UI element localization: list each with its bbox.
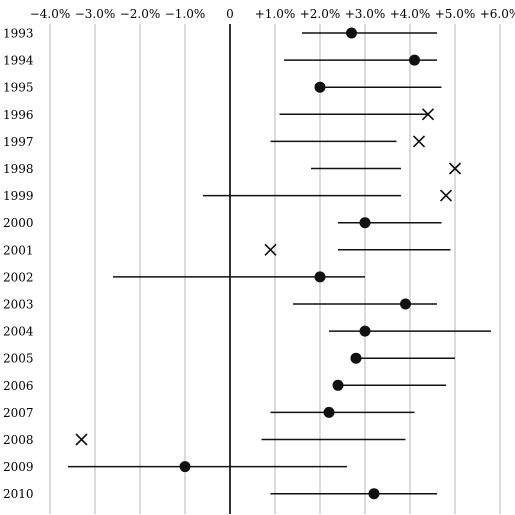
year-label: 1999 — [3, 189, 34, 203]
year-labels: 1993 1994 1995 1996 1997 1998 1999 2000 2001 2002… — [3, 27, 34, 502]
estimate-cross — [75, 433, 88, 446]
x-tick-label: 0 — [226, 7, 234, 21]
estimate-point — [323, 406, 335, 418]
cross-stroke — [412, 135, 426, 148]
cross-stroke — [264, 243, 277, 256]
estimate-point — [368, 488, 380, 500]
estimate-point — [346, 27, 357, 39]
year-label: 1994 — [3, 54, 34, 68]
x-tick-label: −4.0% — [30, 7, 71, 21]
year-label: 2005 — [3, 352, 34, 366]
x-tick-label: +6.0% — [480, 7, 515, 21]
estimate-cross — [439, 189, 453, 202]
estimate-cross — [264, 243, 277, 256]
year-label: 2004 — [3, 325, 34, 339]
estimate-point — [314, 81, 326, 93]
x-tick-label: −2.0% — [120, 7, 161, 21]
year-label: 2007 — [3, 406, 34, 420]
estimate-point — [409, 54, 420, 66]
cross-stroke — [439, 189, 453, 202]
year-label: 2006 — [3, 379, 34, 393]
x-tick-label: +2.0% — [300, 7, 341, 21]
estimate-point — [314, 271, 326, 283]
cross-stroke — [421, 108, 435, 121]
interval-rows — [68, 27, 491, 500]
cross-stroke — [75, 433, 88, 446]
cross-stroke — [448, 162, 462, 175]
year-label: 2003 — [3, 298, 34, 312]
x-tick-label: −1.0% — [165, 7, 206, 21]
x-tick-label: +3.0% — [345, 7, 386, 21]
year-label: 2001 — [3, 243, 34, 257]
year-label: 1993 — [3, 27, 34, 41]
estimate-cross — [412, 135, 426, 148]
estimate-point — [359, 217, 371, 229]
x-tick-label: −3.0% — [75, 7, 116, 21]
year-label: 1997 — [3, 135, 34, 149]
x-tick-label: +4.0% — [390, 7, 431, 21]
year-label: 2010 — [3, 487, 34, 501]
estimate-point — [400, 298, 411, 310]
year-label: 2002 — [3, 270, 34, 284]
year-label: 1996 — [3, 108, 34, 122]
x-tick-label: +5.0% — [435, 7, 476, 21]
year-label: 1995 — [3, 81, 34, 95]
x-axis-tick-labels: −4.0% −3.0% −2.0% −1.0% 0 +1.0% +2.0% +3.0% +4.0… — [30, 7, 515, 21]
year-label: 1998 — [3, 162, 34, 176]
estimate-point — [179, 461, 191, 473]
x-tick-label: +1.0% — [255, 7, 296, 21]
year-label: 2008 — [3, 433, 34, 447]
estimate-point — [359, 325, 371, 337]
year-label: 2009 — [3, 460, 34, 474]
estimate-cross — [421, 108, 435, 121]
estimate-point — [350, 352, 362, 364]
gridlines — [49, 24, 501, 514]
year-label: 2000 — [3, 216, 34, 230]
estimate-cross — [448, 162, 462, 175]
estimate-point — [332, 379, 344, 391]
